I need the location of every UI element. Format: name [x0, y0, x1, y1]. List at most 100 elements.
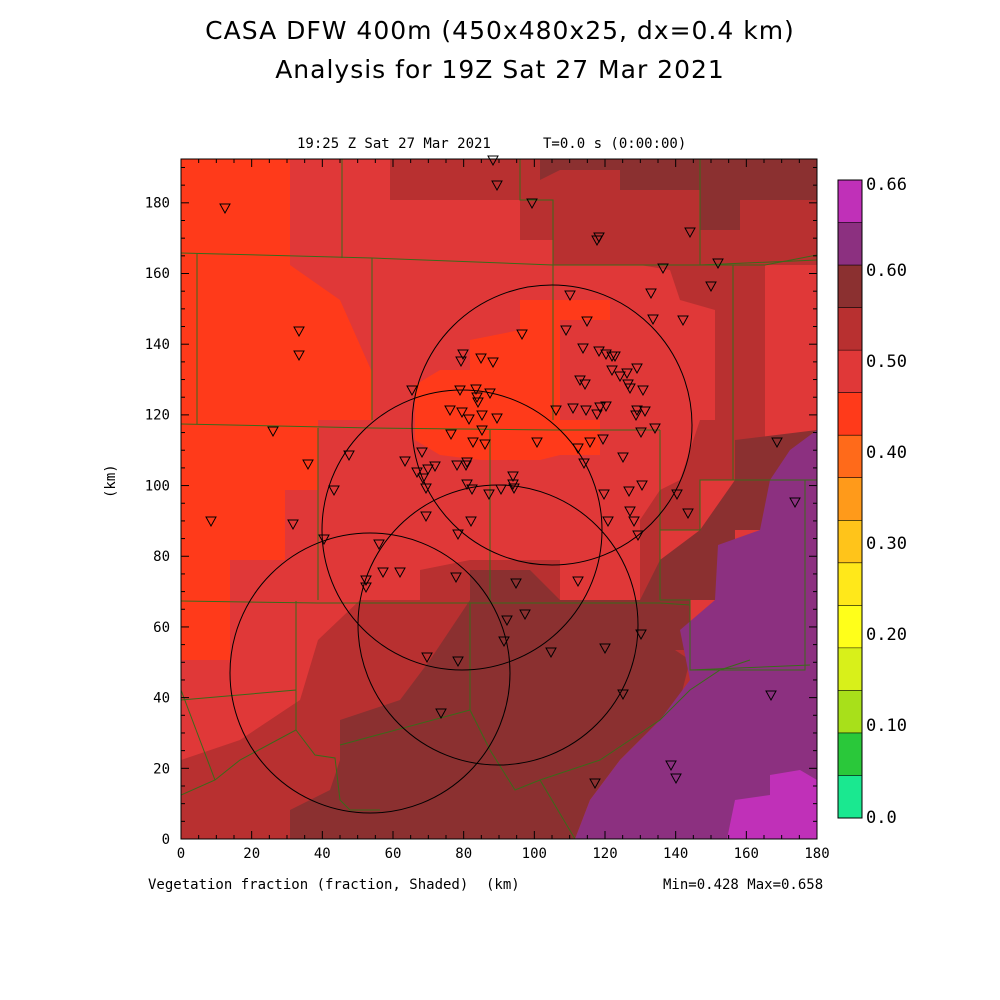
station-marker — [373, 539, 385, 551]
station-marker — [411, 467, 423, 479]
county-line — [181, 689, 216, 781]
station-marker — [360, 582, 372, 594]
veg-high-south — [290, 570, 690, 839]
station-marker — [584, 437, 596, 449]
station-marker — [597, 434, 609, 446]
station-marker — [579, 379, 591, 391]
colorbar-swatch — [838, 392, 862, 436]
x-tick-label: 20 — [243, 846, 260, 862]
station-marker — [435, 708, 447, 720]
county-line — [339, 659, 751, 791]
station-marker — [657, 263, 669, 275]
colorbar-swatch — [838, 690, 862, 734]
station-marker — [594, 402, 606, 414]
station-marker — [328, 485, 340, 497]
radar-ring — [321, 389, 603, 671]
y-tick-label: 160 — [145, 266, 170, 282]
veg-purple-east — [575, 430, 817, 839]
station-marker — [635, 427, 647, 439]
colorbar-swatch — [838, 775, 862, 819]
station-marker — [630, 410, 642, 422]
county-line — [181, 423, 660, 431]
station-marker — [293, 326, 305, 338]
station-marker — [621, 368, 633, 380]
x-tick-label: 0 — [177, 846, 185, 862]
x-axis-unit: (km) — [486, 877, 520, 893]
colorbar-swatch — [838, 477, 862, 521]
station-marker — [635, 629, 647, 641]
min-max: Min=0.428 Max=0.658 — [663, 877, 824, 893]
y-tick-label: 0 — [162, 832, 170, 848]
y-axis: 0 20 40 60 80 100 120 140 160 180 — [145, 195, 170, 848]
y-tick-label: 140 — [145, 337, 170, 353]
veg-mid-ne — [390, 159, 817, 600]
radar-rings — [229, 284, 693, 814]
station-marker — [498, 636, 510, 648]
station-marker — [526, 198, 538, 210]
station-marker — [475, 353, 487, 365]
station-marker — [771, 437, 783, 449]
colorbar — [838, 180, 862, 819]
vegetation-field — [181, 159, 817, 839]
x-tick-label: 160 — [734, 846, 759, 862]
station-marker — [416, 447, 428, 459]
y-tick-label: 40 — [153, 691, 170, 707]
plot-time: 19:25 Z Sat 27 Mar 2021 — [297, 136, 491, 152]
station-marker — [465, 516, 477, 528]
station-marker — [682, 508, 694, 520]
station-marker — [550, 405, 562, 417]
station-marker — [302, 459, 314, 471]
station-marker — [287, 519, 299, 531]
colorbar-swatch — [838, 520, 862, 564]
y-tick-label: 100 — [145, 478, 170, 494]
station-marker — [417, 473, 429, 485]
station-marker — [789, 497, 801, 509]
station-marker — [624, 506, 636, 518]
station-marker — [765, 690, 777, 702]
station-marker — [580, 405, 592, 417]
station-marker — [487, 357, 499, 369]
county-line — [660, 479, 733, 531]
station-marker — [684, 227, 696, 239]
station-marker — [581, 316, 593, 328]
station-marker — [600, 401, 612, 413]
station-marker — [452, 529, 464, 541]
station-marker — [501, 615, 513, 627]
station-marker — [472, 397, 484, 409]
station-marker — [665, 760, 677, 772]
county-lines — [181, 159, 817, 839]
colorbar-swatch — [838, 350, 862, 394]
station-marker — [637, 385, 649, 397]
station-marker — [454, 385, 466, 397]
station-marker — [343, 450, 355, 462]
county-line — [539, 779, 576, 839]
station-marker — [572, 443, 584, 455]
station-marker — [445, 429, 457, 441]
station-marker — [495, 484, 507, 496]
y-tick-label: 20 — [153, 761, 170, 777]
station-marker — [519, 609, 531, 621]
veg-low-nw — [240, 159, 290, 230]
station-marker — [461, 457, 473, 469]
colorbar-label: 0.60 — [866, 261, 907, 281]
station-marker — [476, 425, 488, 437]
county-line — [295, 729, 380, 811]
station-marker — [452, 656, 464, 668]
station-marker — [377, 567, 389, 579]
station-marker — [267, 426, 279, 438]
station-marker — [598, 489, 610, 501]
title-line-2: Analysis for 19Z Sat 27 Mar 2021 — [275, 55, 725, 84]
x-tick-label: 100 — [522, 846, 547, 862]
station-marker — [602, 516, 614, 528]
station-marker — [712, 258, 724, 270]
y-tick-label: 180 — [145, 195, 170, 211]
station-marker — [577, 343, 589, 355]
station-marker — [483, 489, 495, 501]
station-marker — [491, 413, 503, 425]
station-marker — [639, 406, 651, 418]
station-marker — [487, 155, 499, 167]
station-marker — [318, 534, 330, 546]
station-marker — [457, 349, 469, 361]
station-marker — [476, 410, 488, 422]
x-tick-label: 180 — [804, 846, 829, 862]
